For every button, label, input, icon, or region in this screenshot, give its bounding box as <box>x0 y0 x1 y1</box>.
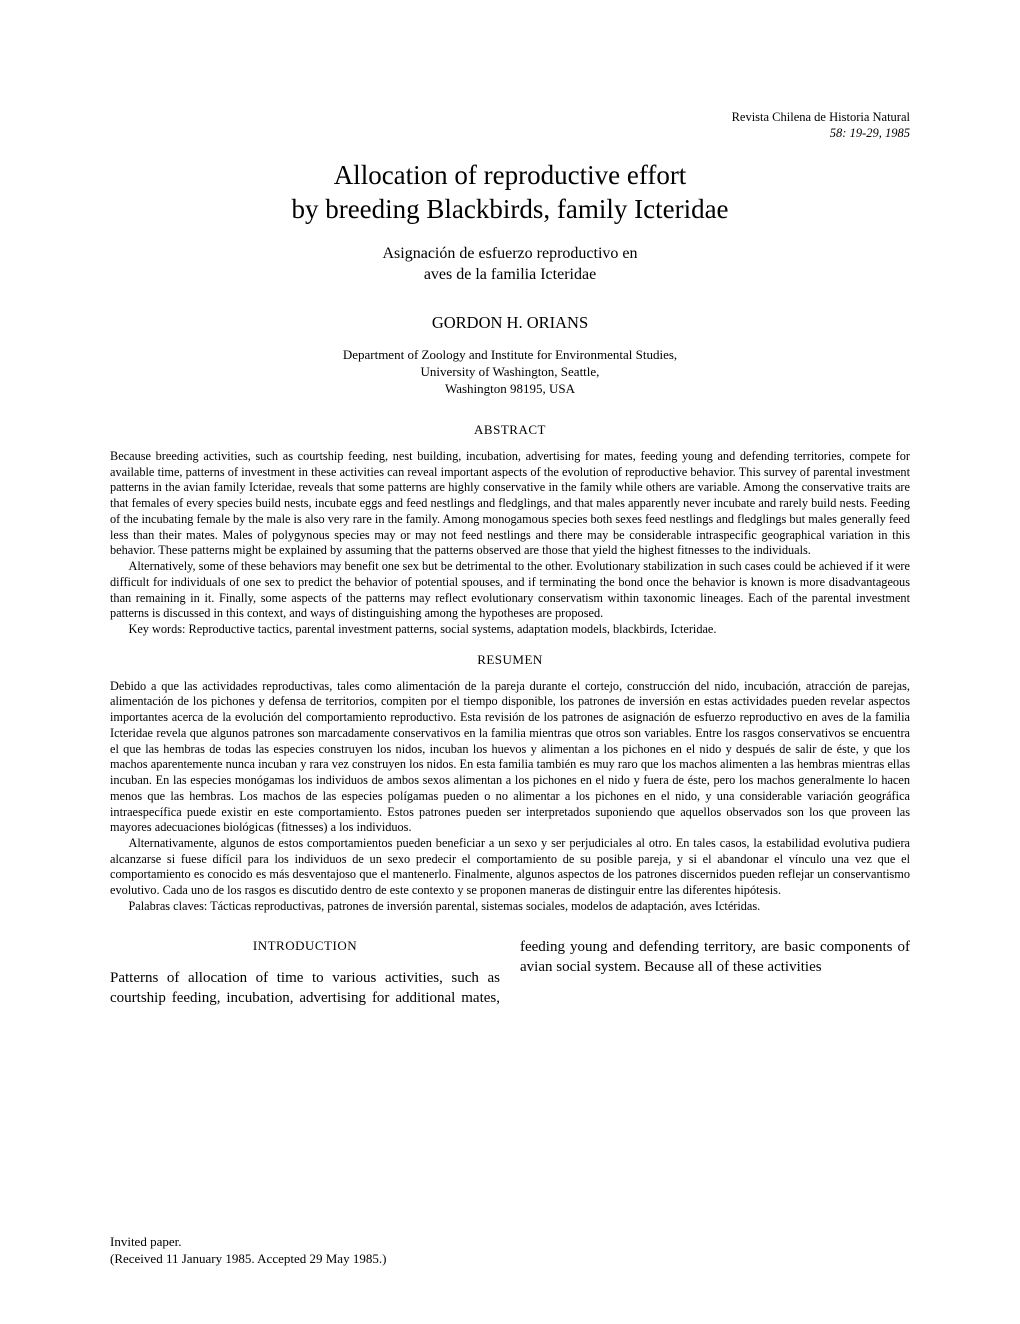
affil-line-3: Washington 98195, USA <box>445 381 575 396</box>
abstract-keywords: Key words: Reproductive tactics, parenta… <box>110 622 910 638</box>
author-name: GORDON H. ORIANS <box>110 312 910 333</box>
page-footer: Invited paper. (Received 11 January 1985… <box>110 1233 386 1268</box>
title-english: Allocation of reproductive effort by bre… <box>110 159 910 227</box>
abstract-heading: ABSTRACT <box>110 422 910 439</box>
author-affiliation: Department of Zoology and Institute for … <box>110 347 910 398</box>
abstract-body: Because breeding activities, such as cou… <box>110 449 910 638</box>
resumen-body: Debido a que las actividades reproductiv… <box>110 679 910 915</box>
abstract-p1: Because breeding activities, such as cou… <box>110 449 910 559</box>
subtitle-line-2: aves de la familia Icteridae <box>424 266 596 283</box>
journal-citation: 58: 19-29, 1985 <box>830 126 910 140</box>
title-spanish: Asignación de esfuerzo reproductivo en a… <box>110 243 910 286</box>
invited-paper-note: Invited paper. <box>110 1234 181 1249</box>
journal-header: Revista Chilena de Historia Natural 58: … <box>110 110 910 141</box>
subtitle-line-1: Asignación de esfuerzo reproductivo en <box>382 245 637 262</box>
affil-line-1: Department of Zoology and Institute for … <box>343 347 677 362</box>
resumen-keywords: Palabras claves: Tácticas reproductivas,… <box>110 899 910 915</box>
title-line-1: Allocation of reproductive effort <box>334 160 687 190</box>
resumen-p2: Alternativamente, algunos de estos compo… <box>110 836 910 899</box>
title-line-2: by breeding Blackbirds, family Icteridae <box>291 194 728 224</box>
affil-line-2: University of Washington, Seattle, <box>421 364 600 379</box>
received-date-note: (Received 11 January 1985. Accepted 29 M… <box>110 1251 386 1266</box>
resumen-heading: RESUMEN <box>110 652 910 669</box>
abstract-p2: Alternatively, some of these behaviors m… <box>110 559 910 622</box>
journal-name: Revista Chilena de Historia Natural <box>732 110 910 124</box>
introduction-heading: INTRODUCTION <box>110 937 500 955</box>
resumen-p1: Debido a que las actividades reproductiv… <box>110 679 910 836</box>
introduction-columns: INTRODUCTION Patterns of allocation of t… <box>110 937 910 1009</box>
